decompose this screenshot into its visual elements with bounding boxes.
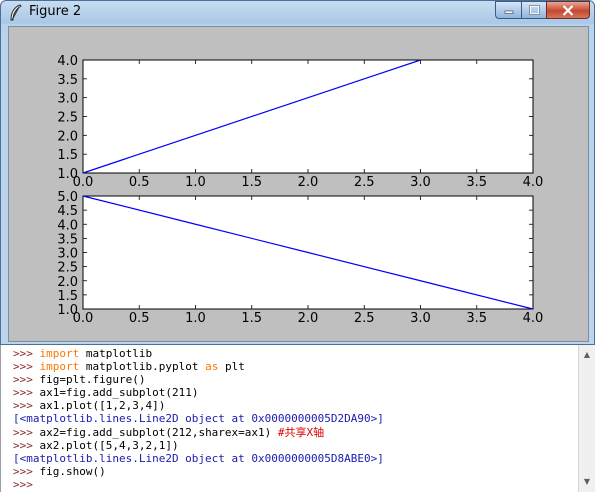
x-tick-label: 0.5: [129, 311, 150, 326]
shell-prompt: >>>: [13, 386, 40, 400]
minimize-icon: [504, 10, 513, 14]
shell-prompt: >>>: [13, 438, 40, 452]
y-tick-label: 2.5: [57, 111, 78, 126]
code-text: matplotlib.pyplot: [79, 360, 206, 374]
figure-canvas: 0.0 0.5 1.0 1.5 2.0 2.5 3.0 3.5 4.0 1.0 1.5 2.0 2.5 3…: [8, 26, 589, 342]
code-text: ax2=fig.add_subplot(212,sharex=ax1): [39, 425, 278, 439]
code-comment: #共享X轴: [277, 425, 325, 439]
x-tick-label: 4.0: [523, 175, 544, 190]
shell-line: >>>: [13, 478, 578, 491]
maximize-button[interactable]: [521, 1, 546, 19]
close-icon: [562, 4, 574, 16]
code-text: ax1=fig.add_subplot(211): [39, 386, 199, 400]
x-tick-label: 0.5: [129, 175, 150, 190]
y-tick-label: 4.0: [57, 54, 78, 69]
scroll-down-icon[interactable]: ▼: [583, 477, 591, 486]
shell-line: >>> ax2=fig.add_subplot(212,sharex=ax1) …: [13, 426, 578, 439]
x-tick-label: 3.0: [410, 311, 431, 326]
window-title: Figure 2: [29, 4, 82, 19]
python-shell-output[interactable]: >>> import matplotlib >>> import matplotl…: [0, 345, 578, 492]
shell-line: >>> import matplotlib.pyplot as plt: [13, 360, 578, 373]
code-text: ax2.plot([5,4,3,2,1]): [39, 438, 179, 452]
code-text: fig=plt.figure(): [39, 373, 146, 387]
shell-line: [<matplotlib.lines.Line2D object at 0x00…: [13, 452, 578, 465]
shell-prompt: >>>: [13, 373, 40, 387]
figure-window: Figure 2 0.0 0.5 1.0 1.5 2.0 2.5 3.0 3.5 4.0 1.0 1…: [0, 0, 595, 345]
shell-line: >>> ax1=fig.add_subplot(211): [13, 386, 578, 399]
close-button[interactable]: [546, 1, 590, 19]
y-tick-label: 2.5: [57, 261, 78, 276]
x-tick-label: 3.5: [466, 311, 487, 326]
x-tick-label: 2.5: [354, 175, 375, 190]
x-tick-label: 4.0: [523, 311, 544, 326]
figure-plot-area: 0.0 0.5 1.0 1.5 2.0 2.5 3.0 3.5 4.01.01.52.02.53…: [57, 54, 544, 326]
code-keyword: as: [205, 360, 219, 374]
shell-prompt: >>>: [13, 425, 40, 439]
y-tick-label: 4.5: [57, 204, 78, 219]
y-tick-label: 2.0: [57, 275, 78, 290]
shell-prompt: >>>: [13, 399, 40, 413]
y-tick-label: 1.0: [57, 167, 78, 182]
code-keyword: import: [39, 347, 80, 360]
maximize-icon: [528, 5, 540, 15]
y-tick-label: 2.0: [57, 129, 78, 144]
shell-output: [<matplotlib.lines.Line2D object at 0x00…: [13, 451, 384, 465]
shell-prompt: >>>: [13, 464, 40, 478]
window-controls: [495, 1, 590, 20]
code-text: ax1.plot([1,2,3,4]): [39, 399, 166, 413]
y-tick-label: 1.5: [57, 148, 78, 163]
x-tick-label: 3.5: [466, 175, 487, 190]
y-tick-label: 1.0: [57, 303, 78, 318]
shell-line: >>> fig=plt.figure(): [13, 373, 578, 386]
x-tick-label: 2.5: [354, 311, 375, 326]
y-tick-label: 3.5: [57, 232, 78, 247]
plot-axes-1: [82, 59, 534, 174]
x-tick-label: 0.0: [73, 311, 94, 326]
y-tick-label: 3.0: [57, 92, 78, 107]
x-tick-label: 2.0: [298, 175, 319, 190]
feather-icon: [10, 4, 22, 21]
x-tick-label: 0.0: [73, 175, 94, 190]
y-tick-label: 4.0: [57, 218, 78, 233]
shell-line: >>> import matplotlib: [13, 347, 578, 360]
series-line-2: [82, 195, 534, 310]
y-tick-label: 3.0: [57, 247, 78, 262]
series-line-1: [82, 59, 421, 174]
shell-prompt: >>>: [13, 347, 40, 360]
shell-line: [<matplotlib.lines.Line2D object at 0x00…: [13, 412, 578, 425]
shell-line: >>> ax2.plot([5,4,3,2,1]): [13, 439, 578, 452]
minimize-button[interactable]: [495, 1, 521, 19]
x-tick-label: 3.0: [410, 175, 431, 190]
code-text: matplotlib: [79, 347, 153, 360]
x-tick-label: 1.5: [241, 175, 262, 190]
code-text: fig.show(): [39, 464, 106, 478]
shell-line: >>> ax1.plot([1,2,3,4]): [13, 399, 578, 412]
shell-prompt: >>>: [13, 477, 40, 491]
y-tick-label: 1.5: [57, 289, 78, 304]
x-tick-label: 1.5: [241, 311, 262, 326]
code-keyword: import: [39, 360, 80, 374]
shell-scrollbar[interactable]: ▲ ▼: [578, 345, 595, 492]
title-bar[interactable]: Figure 2: [1, 1, 594, 25]
code-text: plt: [218, 360, 245, 374]
shell-line: >>> fig.show(): [13, 465, 578, 478]
shell-output: [<matplotlib.lines.Line2D object at 0x00…: [13, 412, 384, 426]
shell-prompt: >>>: [13, 360, 40, 374]
scroll-up-icon[interactable]: ▲: [583, 350, 591, 359]
x-tick-label: 1.0: [185, 175, 206, 190]
y-tick-label: 3.5: [57, 73, 78, 88]
y-tick-label: 5.0: [57, 190, 78, 205]
x-tick-label: 2.0: [298, 311, 319, 326]
x-tick-label: 1.0: [185, 311, 206, 326]
